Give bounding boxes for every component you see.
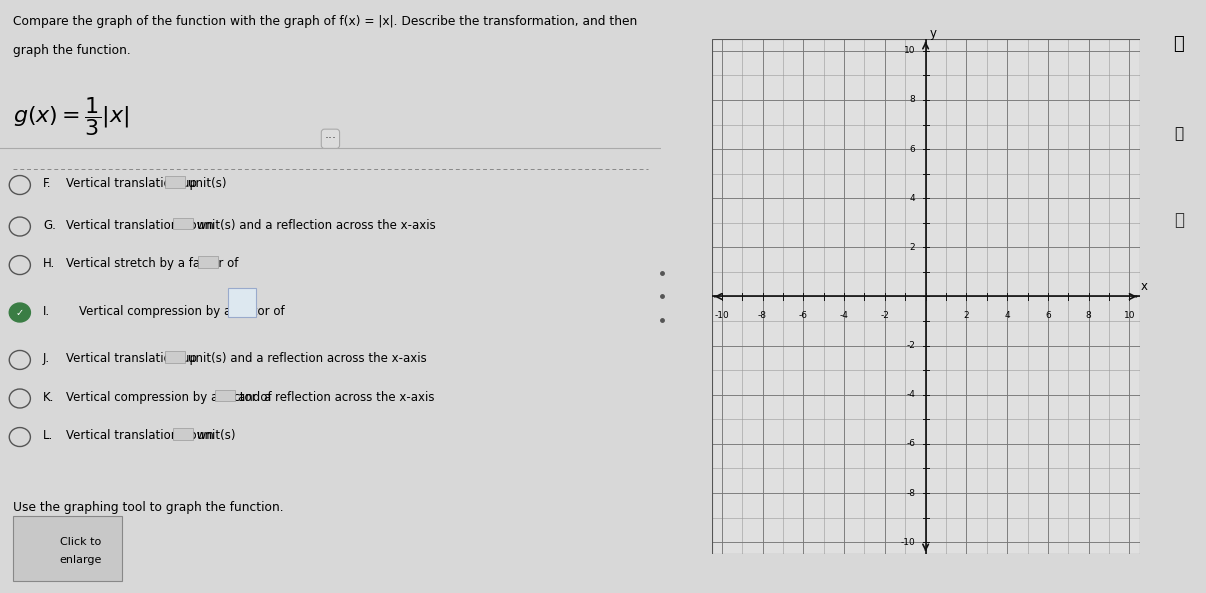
FancyBboxPatch shape <box>215 390 235 401</box>
Text: ···: ··· <box>324 132 336 145</box>
Text: I.: I. <box>43 305 51 318</box>
Text: 10: 10 <box>1124 311 1135 320</box>
FancyBboxPatch shape <box>165 176 185 188</box>
FancyBboxPatch shape <box>228 288 256 317</box>
Text: Compare the graph of the function with the graph of f(x) = |x|. Describe the tra: Compare the graph of the function with t… <box>13 15 638 28</box>
Text: unit(s) and a reflection across the x-axis: unit(s) and a reflection across the x-ax… <box>197 219 435 232</box>
Text: Use the graphing tool to graph the function.: Use the graphing tool to graph the funct… <box>13 501 283 514</box>
FancyBboxPatch shape <box>174 218 193 229</box>
Text: 8: 8 <box>1085 311 1091 320</box>
FancyBboxPatch shape <box>165 351 185 363</box>
Text: 8: 8 <box>909 95 915 104</box>
Text: $g(x) = \dfrac{1}{3}|x|$: $g(x) = \dfrac{1}{3}|x|$ <box>13 95 129 138</box>
Text: Vertical compression by a factor of: Vertical compression by a factor of <box>80 305 285 318</box>
Text: 4: 4 <box>1005 311 1009 320</box>
Text: 2: 2 <box>964 311 970 320</box>
Text: 10: 10 <box>904 46 915 55</box>
Text: graph the function.: graph the function. <box>13 44 131 58</box>
Text: -6: -6 <box>907 439 915 448</box>
Text: -4: -4 <box>907 390 915 399</box>
Text: enlarge: enlarge <box>59 555 103 565</box>
Text: -8: -8 <box>759 311 767 320</box>
Text: 6: 6 <box>1046 311 1050 320</box>
Text: 4: 4 <box>909 194 915 203</box>
Text: G.: G. <box>43 219 55 232</box>
Text: -10: -10 <box>714 311 730 320</box>
Text: Vertical translation up: Vertical translation up <box>66 177 197 190</box>
Text: 1: 1 <box>239 290 246 303</box>
Text: 🔍: 🔍 <box>1173 34 1184 53</box>
Text: Vertical compression by a factor of: Vertical compression by a factor of <box>66 391 271 404</box>
Text: K.: K. <box>43 391 54 404</box>
Text: ✓: ✓ <box>16 308 24 317</box>
Text: F.: F. <box>43 177 52 190</box>
Text: H.: H. <box>43 257 55 270</box>
Text: y: y <box>930 27 936 40</box>
Text: -6: -6 <box>798 311 808 320</box>
Text: Vertical translation up: Vertical translation up <box>66 352 197 365</box>
Text: -2: -2 <box>880 311 889 320</box>
Text: -4: -4 <box>839 311 849 320</box>
Text: 6: 6 <box>909 145 915 154</box>
Text: 3: 3 <box>239 304 246 317</box>
Text: Vertical stretch by a factor of: Vertical stretch by a factor of <box>66 257 239 270</box>
Text: -10: -10 <box>901 538 915 547</box>
Text: 2: 2 <box>909 243 915 252</box>
Text: -2: -2 <box>907 341 915 350</box>
Text: J.: J. <box>43 352 51 365</box>
Text: Vertical translation down: Vertical translation down <box>66 219 213 232</box>
Text: 🔍: 🔍 <box>1175 126 1183 141</box>
Text: unit(s): unit(s) <box>188 177 227 190</box>
Text: ⧉: ⧉ <box>1173 211 1184 229</box>
Circle shape <box>10 303 30 322</box>
Text: unit(s) and a reflection across the x-axis: unit(s) and a reflection across the x-ax… <box>188 352 427 365</box>
Text: unit(s): unit(s) <box>197 429 235 442</box>
FancyBboxPatch shape <box>174 428 193 440</box>
Text: L.: L. <box>43 429 53 442</box>
Text: and a reflection across the x-axis: and a reflection across the x-axis <box>239 391 434 404</box>
FancyBboxPatch shape <box>13 516 122 581</box>
Text: x: x <box>1140 280 1147 293</box>
Text: Vertical translation down: Vertical translation down <box>66 429 213 442</box>
FancyBboxPatch shape <box>199 256 218 268</box>
Text: Click to: Click to <box>60 537 101 547</box>
Text: -8: -8 <box>907 489 915 498</box>
